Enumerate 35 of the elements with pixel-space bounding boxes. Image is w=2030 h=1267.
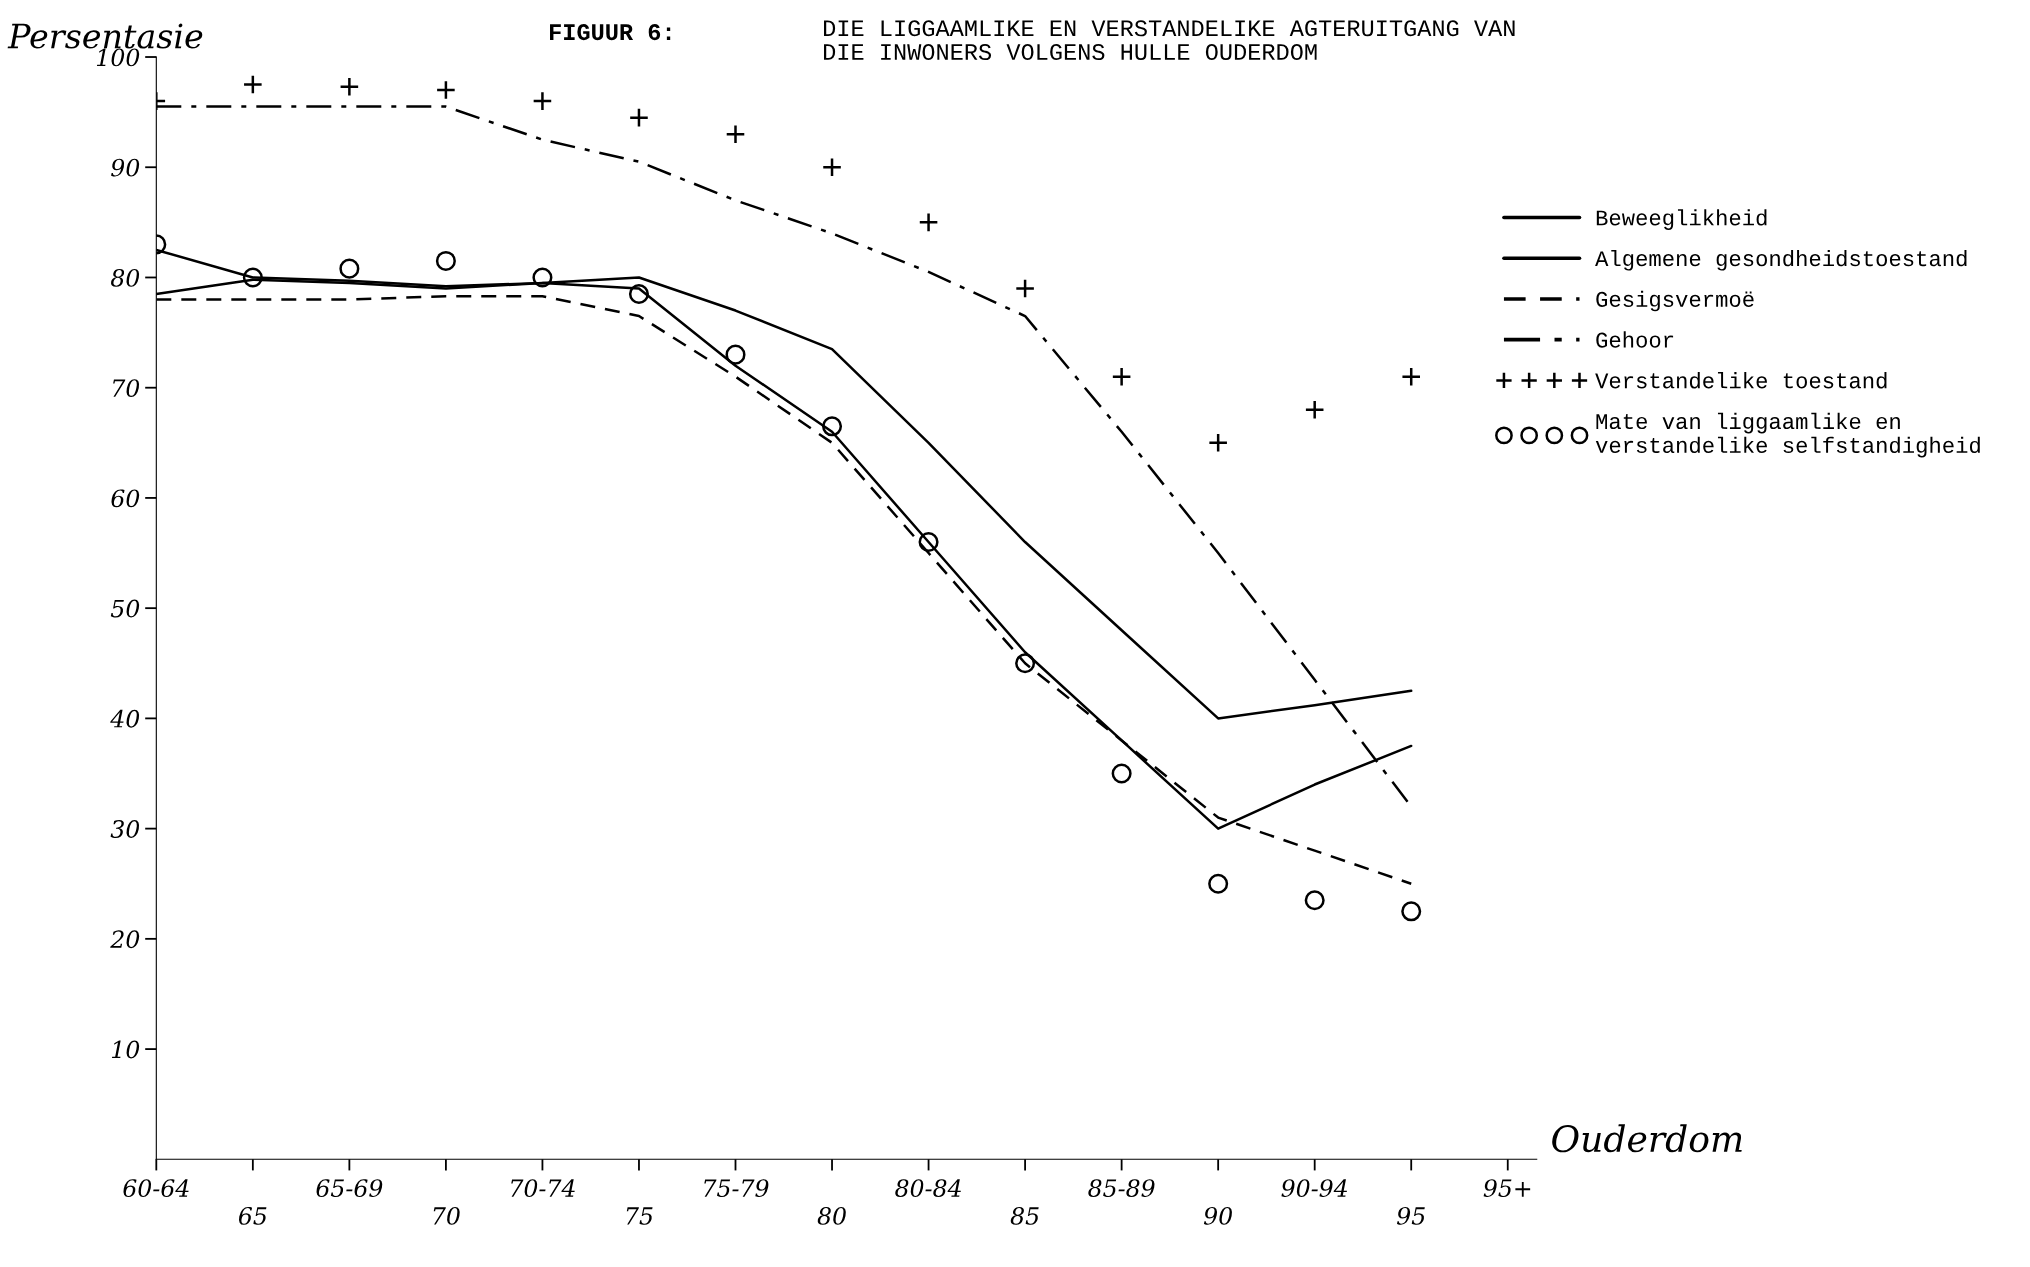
x-axis-title: Ouderdom [1552, 1124, 1742, 1153]
x-tick-label: 65-69 [316, 1179, 383, 1198]
x-tick-label: 90-94 [1281, 1179, 1347, 1198]
y-tick-label: 60 [111, 489, 140, 508]
x-tick-label: 85 [1010, 1206, 1039, 1225]
x-tick-label: 80-84 [895, 1179, 961, 1198]
legend-label: Verstandelike toestand [1595, 372, 1887, 389]
chart-title: FIGUUR 6: [550, 24, 671, 41]
y-tick-label: 90 [111, 158, 140, 177]
y-tick-label: 100 [96, 48, 140, 67]
x-tick-label: 70-74 [511, 1179, 575, 1198]
x-tick-label: 75 [626, 1207, 653, 1225]
y-tick-label: 80 [110, 268, 140, 287]
x-tick-label: 65 [238, 1206, 267, 1225]
y-tick-label: 10 [111, 1040, 140, 1059]
x-tick-label: 60-64 [123, 1179, 189, 1198]
x-tick-label: 70 [433, 1206, 460, 1225]
legend-label: Gehoor [1596, 331, 1674, 348]
y-tick-label: 30 [110, 820, 140, 838]
y-tick-label: 70 [113, 379, 140, 398]
legend-label: Gesigsvermoë [1596, 290, 1754, 312]
x-tick-label: 95 [1396, 1206, 1425, 1225]
x-tick-label: 75-79 [704, 1179, 769, 1198]
legend-label: Algemene gesondheidstoestand [1595, 249, 1967, 271]
chart-subtitle: DIE LIGGAAMLIKE EN VERSTANDELIKE AGTERUITGANG VAN DIE INWONERS VOLGENS HULLE OUDERDOM [824, 20, 1515, 61]
y-tick-label: 20 [110, 930, 140, 949]
y-tick-label: 40 [110, 709, 140, 728]
y-tick-label: 50 [110, 599, 140, 618]
x-tick-label: 90 [1203, 1206, 1232, 1225]
x-tick-label: 85-89 [1088, 1179, 1155, 1198]
x-tick-label: 80 [817, 1206, 846, 1225]
y-axis-title: Persentasie [7, 23, 203, 49]
legend-label: Mate van liggaamlike en verstandelike selfstandigheid [1595, 412, 1980, 458]
x-tick-label: 95+ [1483, 1179, 1531, 1198]
legend-label: Beweeglikheid [1596, 209, 1767, 230]
